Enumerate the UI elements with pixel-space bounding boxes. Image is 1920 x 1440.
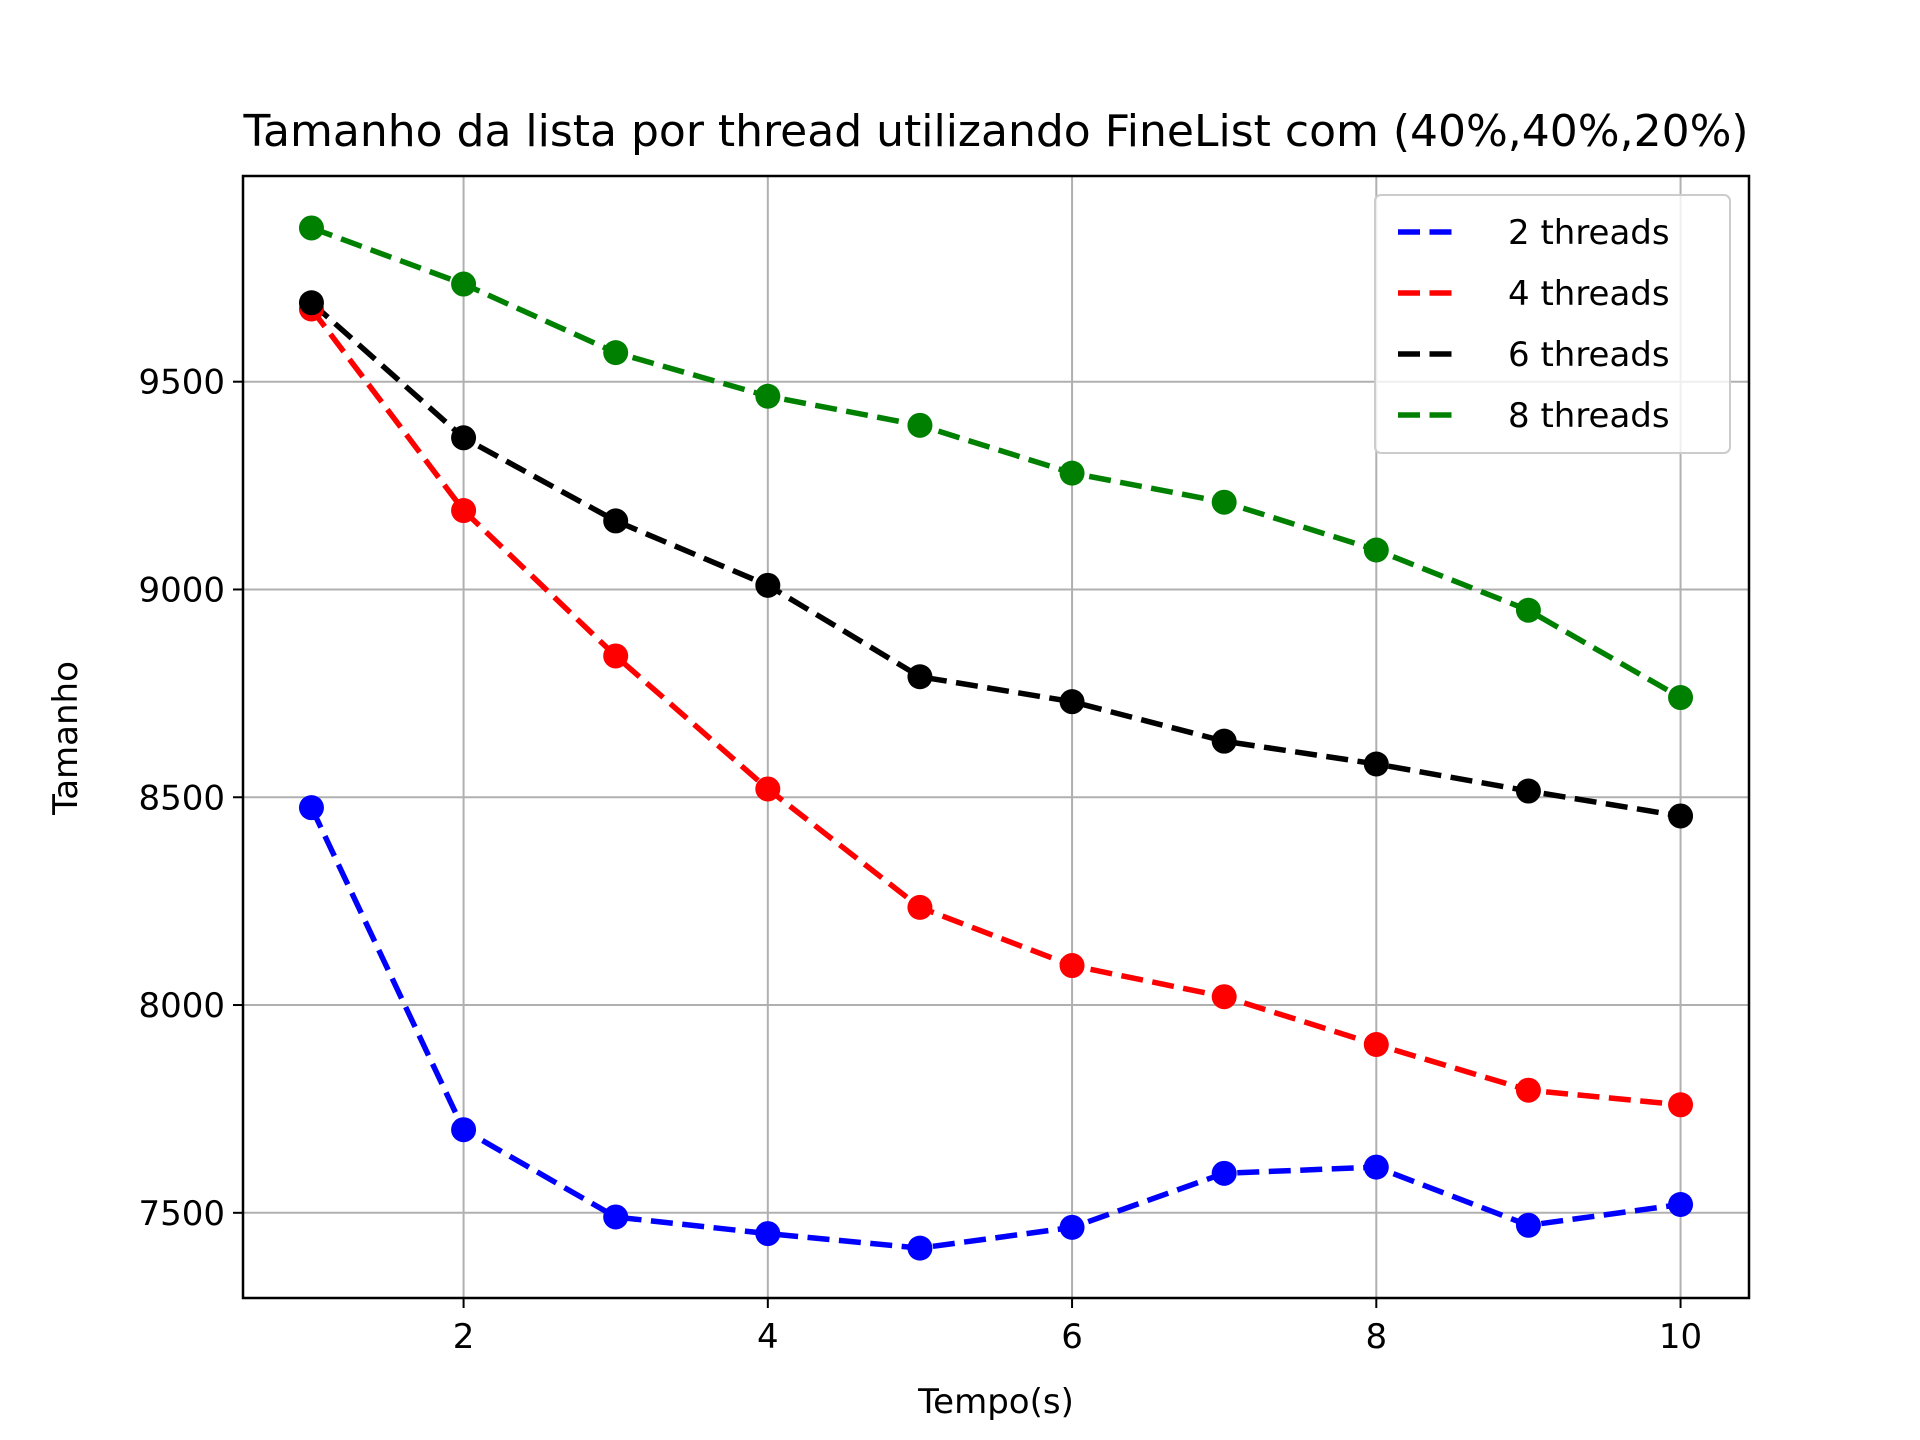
data-point — [1515, 1212, 1541, 1238]
data-point — [1515, 778, 1541, 804]
data-point — [451, 498, 477, 524]
series-line-3 — [309, 300, 1681, 819]
data-point — [603, 340, 629, 366]
data-point — [298, 215, 324, 241]
data-point — [755, 572, 781, 598]
x-tick-label: 4 — [757, 1317, 779, 1357]
series-line-2 — [309, 307, 1681, 1108]
legend-label: 8 threads — [1508, 396, 1670, 436]
data-point — [298, 290, 324, 316]
data-point — [451, 1117, 477, 1143]
legend-label: 4 threads — [1508, 274, 1670, 314]
data-point — [1059, 460, 1085, 486]
data-point — [907, 894, 933, 920]
data-point — [907, 664, 933, 690]
series-line-1 — [309, 806, 1681, 1251]
data-point — [1211, 728, 1237, 754]
data-point — [1363, 751, 1389, 777]
data-point — [1211, 984, 1237, 1010]
x-axis: 2 4 6 8 10 — [453, 1298, 1702, 1357]
data-point — [451, 425, 477, 451]
data-point — [1211, 1160, 1237, 1186]
data-point — [1515, 1077, 1541, 1103]
data-point — [755, 776, 781, 802]
x-axis-label: Tempo(s) — [917, 1382, 1074, 1422]
data-point — [755, 383, 781, 409]
y-tick-label: 7500 — [138, 1194, 225, 1234]
data-point — [1363, 1154, 1389, 1180]
data-point — [1059, 689, 1085, 715]
x-tick-label: 10 — [1659, 1317, 1702, 1357]
data-point — [603, 508, 629, 534]
y-axis: 7500 8000 8500 9000 9500 — [138, 363, 243, 1234]
data-point — [1668, 1192, 1694, 1217]
data-point — [1059, 1214, 1085, 1240]
data-point — [907, 1235, 933, 1261]
y-tick-label: 8000 — [138, 986, 225, 1026]
legend-box — [1374, 194, 1731, 454]
chart-title: Tamanho da lista por thread utilizando F… — [242, 106, 1748, 157]
data-point — [1059, 953, 1085, 979]
x-tick-label: 2 — [453, 1317, 475, 1357]
legend: 2 threads 4 threads 6 threads 8 threads — [1374, 194, 1731, 454]
series-points — [298, 215, 1694, 1261]
data-point — [603, 1204, 629, 1230]
data-point — [1668, 685, 1694, 711]
data-point — [1668, 803, 1694, 829]
data-point — [451, 271, 477, 297]
data-point — [1363, 537, 1389, 563]
y-tick-label: 8500 — [138, 778, 225, 818]
data-point — [298, 795, 324, 821]
y-axis-label: Tamanho — [46, 661, 86, 816]
data-point — [1363, 1032, 1389, 1058]
plot-frame — [241, 174, 1751, 1300]
legend-label: 6 threads — [1508, 335, 1670, 375]
data-point — [907, 412, 933, 438]
series-lines — [309, 225, 1682, 1251]
data-point — [1668, 1092, 1694, 1118]
legend-label: 2 threads — [1508, 213, 1670, 253]
data-point — [1211, 489, 1237, 515]
data-point — [603, 643, 629, 669]
x-tick-label: 6 — [1061, 1317, 1083, 1357]
y-tick-label: 9000 — [138, 570, 225, 610]
y-tick-label: 9500 — [138, 363, 225, 403]
data-point — [1515, 597, 1541, 623]
series-line-4 — [310, 225, 1682, 700]
data-point — [755, 1221, 781, 1247]
x-tick-label: 8 — [1365, 1317, 1387, 1357]
